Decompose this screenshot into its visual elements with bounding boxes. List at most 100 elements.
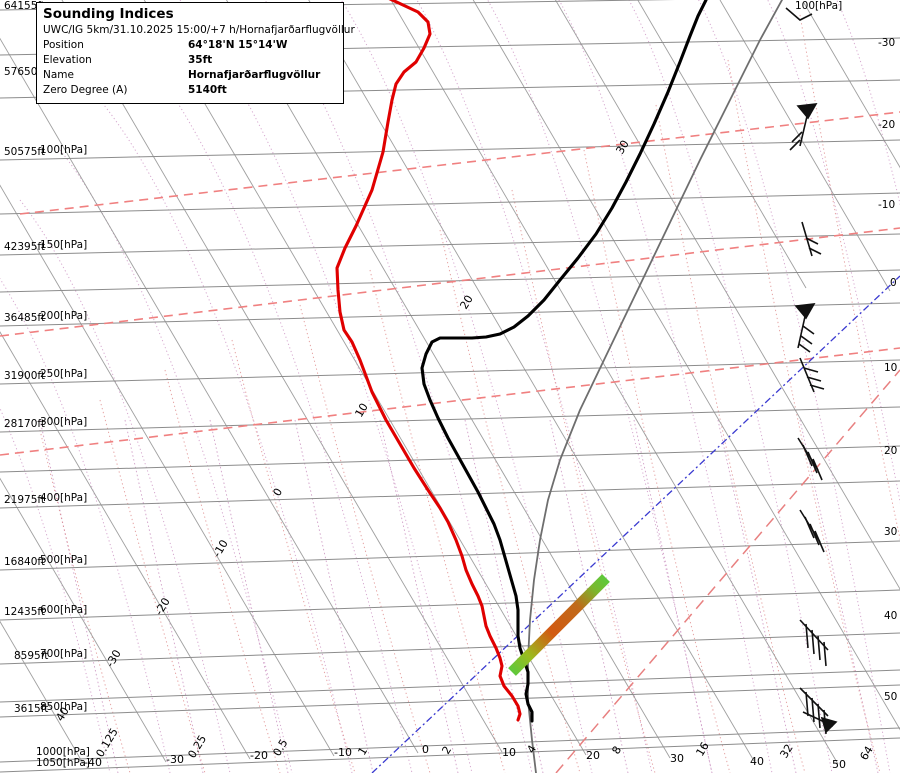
shear-vector-indicator: [508, 574, 610, 676]
freezing-level-line: [19, 111, 900, 215]
upper-red-dashed-line: [0, 227, 900, 337]
right-temp-tick: 40: [884, 610, 898, 622]
bottom-temp-tick: 0: [422, 743, 429, 756]
wind-barb: [799, 509, 825, 553]
bottom-temp-tick: 50: [832, 758, 846, 771]
pressure-label: 150[hPa]: [40, 239, 88, 251]
mid-red-dashed-line: [0, 347, 900, 456]
isotherm-label: -30: [103, 647, 123, 669]
blue-dashdot-line: [371, 275, 900, 773]
inline-grid-labels: -30 -20 -10 0 10 20 30 40 0.125 0.25 0.5…: [53, 138, 875, 771]
moist-adiabat-label: 40: [53, 705, 71, 724]
info-value: 5140ft: [188, 84, 227, 96]
right-temp-tick: -10: [878, 199, 896, 211]
pressure-label: 500[hPa]: [40, 554, 88, 566]
mixing-ratio-label: 0.25: [185, 733, 209, 761]
info-key: Zero Degree (A): [43, 84, 128, 96]
pressure-label: 400[hPa]: [40, 492, 88, 504]
wind-barb: [799, 687, 829, 735]
info-row-zero-degree: Zero Degree (A) 5140ft: [43, 83, 337, 98]
bottom-temp-tick: 40: [750, 755, 764, 768]
pressure-label: 1000[hPa]: [36, 746, 90, 758]
bottom-temp-tick: 10: [502, 746, 516, 759]
right-temp-tick: 10: [884, 362, 898, 374]
wind-barb: [799, 619, 829, 667]
lower-red-dashed-line: [555, 369, 900, 773]
altitude-label: 12435ft: [4, 606, 46, 618]
panel-subtitle: UWC/IG 5km/31.10.2025 15:00/+7 h/Hornafj…: [43, 24, 355, 36]
mixing-ratio-label: 32: [777, 742, 795, 761]
info-row-name: Name Hornafjarðarflugvöllur: [43, 68, 337, 83]
pressure-label: 300[hPa]: [40, 416, 88, 428]
isotherm-label: 20: [457, 293, 475, 312]
dewpoint-profile-curve: [420, 0, 708, 723]
pressure-label: 700[hPa]: [40, 648, 88, 660]
moist-adiabat-lines: [39, 14, 900, 773]
pressure-label: 600[hPa]: [40, 604, 88, 616]
mixing-ratio-label: 16: [693, 740, 711, 759]
right-temp-tick: 50: [884, 691, 898, 703]
mixing-ratio-label: 1: [355, 745, 370, 758]
altitude-label: 28170ft: [4, 418, 46, 430]
wind-barb: [789, 103, 818, 151]
isotherm-label: 30: [613, 138, 631, 157]
right-temp-tick: -30: [878, 37, 896, 49]
wind-barb: [785, 7, 813, 21]
right-temp-tick: -20: [878, 119, 896, 131]
right-temp-tick: 30: [884, 526, 898, 538]
bottom-temp-tick: 20: [586, 749, 600, 762]
wind-barb: [797, 437, 823, 481]
info-row-position: Position 64°18'N 15°14'W: [43, 38, 337, 53]
wind-barb: [802, 711, 838, 734]
info-value: 35ft: [188, 54, 213, 66]
altitude-label: 16840ft: [4, 556, 46, 568]
pressure-label: 250[hPa]: [40, 368, 88, 380]
pressure-label: 850[hPa]: [40, 701, 88, 713]
mixing-ratio-lines: [39, 419, 879, 773]
bottom-temp-tick: -20: [250, 749, 268, 762]
info-key: Name: [43, 69, 74, 81]
pressure-label: 1050[hPa]: [36, 757, 90, 769]
right-temp-tick: 20: [884, 445, 898, 457]
mixing-ratio-label: 8: [609, 744, 624, 757]
wind-barb: [799, 357, 825, 393]
special-dashed-lines: [0, 111, 900, 773]
bottom-temp-tick: -10: [334, 746, 352, 759]
info-value: 64°18'N 15°14'W: [188, 39, 288, 51]
sounding-indices-panel: Sounding Indices UWC/IG 5km/31.10.2025 1…: [36, 2, 355, 104]
mixing-ratio-label: 0.125: [93, 726, 120, 760]
info-value: Hornafjarðarflugvöllur: [188, 69, 321, 81]
info-row-elevation: Elevation 35ft: [43, 53, 337, 68]
wind-barb-column: [785, 7, 838, 735]
altitude-label: 42395ft: [4, 241, 46, 253]
isotherm-label: -10: [210, 537, 230, 559]
bottom-temp-tick: -40: [84, 756, 102, 769]
altitude-label: 50575ft: [4, 146, 46, 158]
isotherm-label: 10: [352, 401, 370, 420]
bottom-temp-tick: 30: [670, 752, 684, 765]
info-key: Position: [43, 39, 84, 51]
altitude-label: 21975ft: [4, 494, 46, 506]
altitude-label: 3615ft: [14, 703, 49, 715]
wind-barb: [794, 303, 816, 353]
pressure-label: 100[hPa]: [40, 144, 88, 156]
altitude-label: 31900ft: [4, 370, 46, 382]
bottom-temp-tick: -30: [166, 753, 184, 766]
altitude-label: 8595ft: [14, 650, 49, 662]
wind-barb: [801, 221, 822, 257]
mixing-ratio-label: 64: [857, 744, 875, 763]
right-temp-tick: 0: [890, 277, 897, 289]
pressure-label-top-right: 100[hPa]: [795, 0, 843, 12]
isotherm-label: 0: [270, 486, 285, 499]
panel-title: Sounding Indices: [43, 6, 174, 22]
info-key: Elevation: [43, 54, 92, 66]
pressure-label: 200[hPa]: [40, 310, 88, 322]
temperature-profile-curve: [335, 0, 522, 722]
altitude-label: 64155ft: [4, 0, 46, 12]
altitude-label: 36485ft: [4, 312, 46, 324]
